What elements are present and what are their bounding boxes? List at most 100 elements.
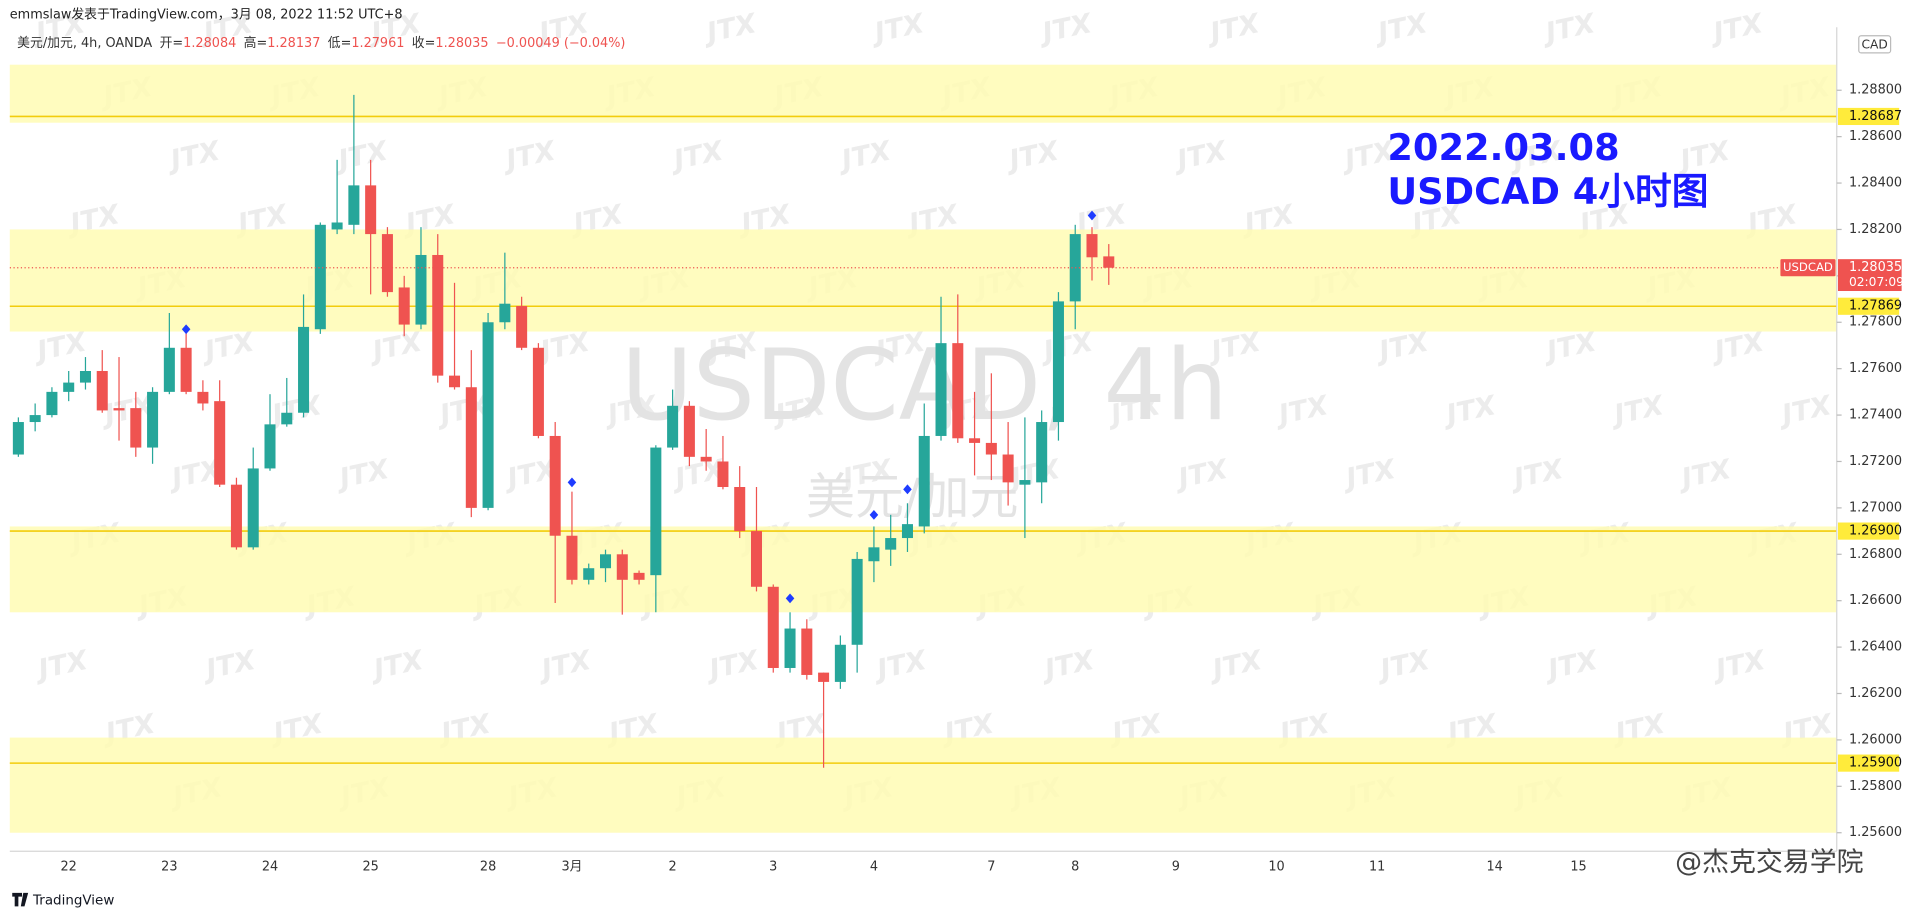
candle-body: [432, 254, 444, 376]
legend-value: 1.28084: [183, 36, 236, 51]
legend-value: 1.28137: [267, 36, 320, 51]
x-tick-label: 23: [161, 860, 177, 875]
y-tick-label: 1.26400: [1849, 640, 1902, 655]
level-label-box: [1837, 754, 1900, 772]
x-tick-label: 3月: [561, 860, 582, 875]
candle-body: [717, 461, 729, 488]
signal: [567, 477, 577, 488]
author-watermark: @杰克交易学院: [1675, 847, 1864, 878]
candle-body: [1002, 454, 1014, 483]
legend-label: 收=: [412, 36, 436, 51]
candle-body: [1086, 234, 1098, 258]
candle-body: [985, 442, 997, 455]
zone: [9, 737, 1837, 833]
legend-change: −0.00049 (−0.04%): [496, 36, 626, 51]
candle-body: [683, 405, 695, 457]
candle-body: [1103, 256, 1115, 268]
watermark-subtitle: 美元/加元: [806, 468, 1018, 525]
candle-body: [1052, 301, 1064, 423]
y-tick-label: 1.27800: [1849, 315, 1902, 330]
candle-body: [314, 224, 326, 330]
last-price-box: [1837, 259, 1902, 292]
candle-body: [12, 422, 24, 455]
y-tick-label: 1.27400: [1849, 408, 1902, 423]
candle-body: [952, 343, 964, 439]
candle-body: [801, 628, 813, 675]
candle-body: [449, 375, 461, 388]
x-tick-label: 28: [480, 860, 496, 875]
countdown: 02:07:09: [1849, 275, 1904, 289]
y-tick-label: 1.27000: [1849, 500, 1902, 515]
x-tick-label: 25: [362, 860, 378, 875]
candle-body: [264, 424, 276, 469]
candle-body: [818, 672, 830, 682]
candle-body: [79, 370, 91, 383]
candle-body: [667, 405, 679, 448]
candle-body: [700, 456, 712, 462]
y-tick-label: 1.25600: [1849, 825, 1902, 840]
candle-body: [113, 408, 125, 411]
level-label-box: [1837, 522, 1900, 540]
y-tick-label: 1.26000: [1849, 732, 1902, 747]
y-tick-label: 1.26200: [1849, 686, 1902, 701]
x-tick-label: 9: [1172, 860, 1180, 875]
annotation: USDCAD 4小时图: [1387, 170, 1708, 213]
candle-body: [398, 287, 410, 325]
zone: [9, 526, 1837, 613]
candle-body: [46, 391, 58, 416]
candle-body: [298, 326, 310, 413]
candle-body: [1019, 480, 1031, 485]
y-tick-label: 1.25800: [1849, 779, 1902, 794]
candle-body: [348, 185, 360, 225]
y-tick-label: 1.26600: [1849, 593, 1902, 608]
y-tick-label: 1.28600: [1849, 129, 1902, 144]
signal: [181, 324, 191, 335]
candle-body: [96, 370, 108, 411]
zone: [9, 229, 1837, 332]
level-label: 1.27869: [1849, 299, 1902, 314]
candle-body: [130, 408, 142, 448]
legend-symbol: 美元/加元, 4h, OANDA: [17, 36, 152, 51]
currency-box: [1858, 35, 1892, 54]
x-tick-label: 11: [1369, 860, 1385, 875]
candle-body: [868, 547, 880, 562]
level-label-box: [1837, 297, 1900, 315]
legend-label: 开=: [160, 36, 184, 51]
y-tick-label: 1.28400: [1849, 176, 1902, 191]
candle-body: [499, 303, 511, 323]
y-tick-label: 1.27600: [1849, 361, 1902, 376]
x-tick-label: 3: [769, 860, 777, 875]
candle-body: [1036, 422, 1048, 483]
y-tick-label: 1.27200: [1849, 454, 1902, 469]
candle-body: [230, 484, 242, 548]
signal: [785, 593, 795, 604]
legend-label: 高=: [244, 35, 268, 51]
level-label-box: [1837, 107, 1900, 126]
x-tick-label: 22: [61, 860, 77, 875]
legend-value: 1.28035: [435, 36, 488, 51]
candle-body: [734, 487, 746, 532]
y-tick-label: 1.28800: [1849, 83, 1902, 98]
legend: 美元/加元, 4h, OANDA 开=1.28084 高=1.28137 低=1.27…: [17, 35, 625, 51]
candle-body: [650, 447, 662, 576]
level-label: 1.25900: [1849, 756, 1902, 771]
candle-body: [482, 322, 494, 508]
x-tick-label: 24: [262, 860, 278, 875]
candle-body: [29, 415, 41, 423]
candle-body: [918, 435, 930, 527]
y-tick-label: 1.28200: [1849, 222, 1902, 237]
candle-body: [969, 438, 981, 443]
candle-body: [331, 222, 343, 230]
candle-body: [750, 531, 762, 587]
candle-body: [247, 468, 259, 548]
x-tick-label: 4: [870, 860, 878, 875]
byline: emmslaw发表于TradingView.com，3月 08, 2022 11…: [10, 6, 403, 22]
symbol-box: [1780, 259, 1836, 277]
x-tick-label: 14: [1486, 860, 1502, 875]
brand: TradingView: [32, 893, 114, 908]
candle-body: [163, 347, 175, 392]
currency: CAD: [1862, 37, 1888, 51]
candle-body: [583, 568, 595, 580]
